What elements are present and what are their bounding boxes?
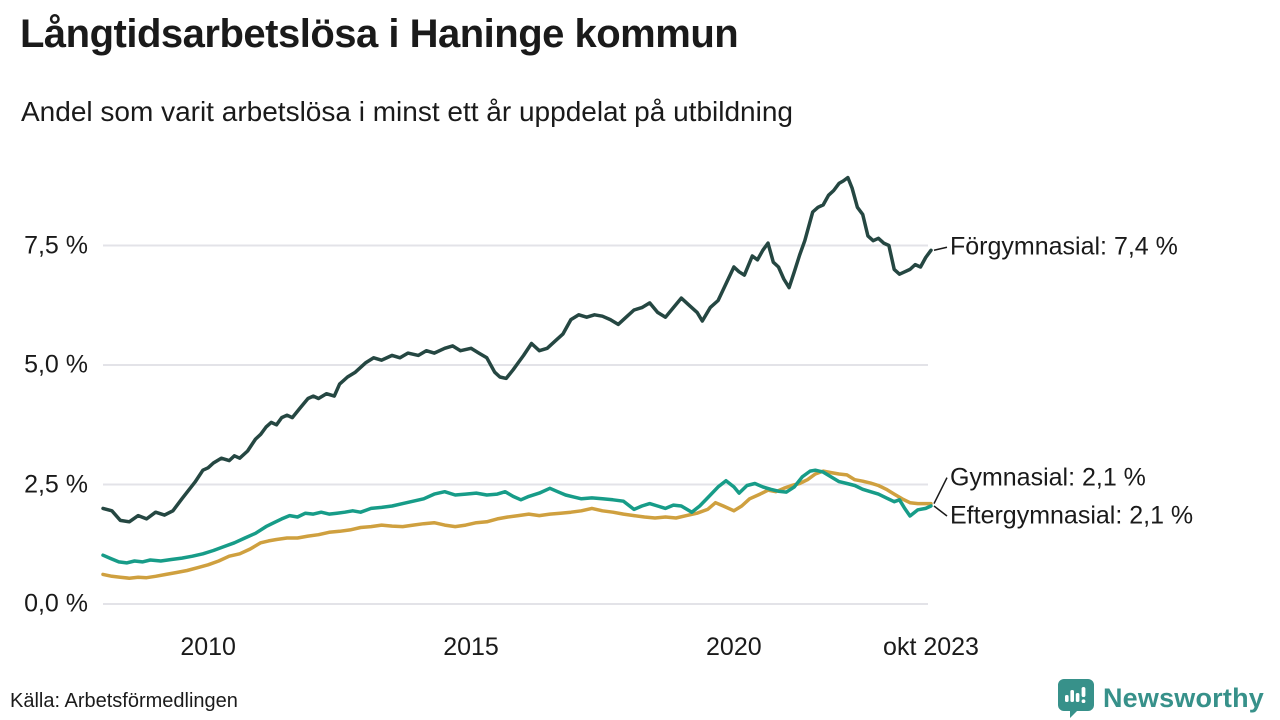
chart-title: Långtidsarbetslösa i Haninge kommun bbox=[20, 12, 739, 56]
series-line-eftergymnasial bbox=[101, 468, 933, 565]
series-end-label-gymnasial: Gymnasial: 2,1 % bbox=[950, 463, 1146, 492]
x-tick-label: okt 2023 bbox=[883, 633, 979, 661]
newsworthy-wordmark: Newsworthy bbox=[1102, 682, 1264, 713]
label-connector bbox=[933, 477, 948, 504]
y-tick-label: 5,0 % bbox=[24, 350, 88, 379]
source-note: Källa: Arbetsförmedlingen bbox=[10, 690, 238, 712]
label-connector bbox=[933, 505, 948, 517]
y-tick-label: 0,0 % bbox=[24, 589, 88, 618]
chart-subtitle: Andel som varit arbetslösa i minst ett å… bbox=[21, 96, 793, 127]
label-connector bbox=[933, 246, 948, 252]
series-line-förgymnasial bbox=[101, 175, 933, 524]
x-tick-label: 2010 bbox=[180, 633, 236, 661]
x-tick-label: 2015 bbox=[443, 633, 499, 661]
series-line-gymnasial bbox=[101, 469, 933, 580]
newsworthy-logo: Newsworthy bbox=[1057, 678, 1264, 718]
y-tick-label: 2,5 % bbox=[24, 470, 88, 498]
bar-chart-speech-bubble-icon bbox=[1057, 679, 1094, 718]
series-end-label-förgymnasial: Förgymnasial: 7,4 % bbox=[950, 232, 1178, 261]
x-tick-label: 2020 bbox=[706, 633, 762, 661]
series-end-label-eftergymnasial: Eftergymnasial: 2,1 % bbox=[950, 501, 1194, 530]
y-tick-label: 7,5 % bbox=[24, 231, 88, 259]
